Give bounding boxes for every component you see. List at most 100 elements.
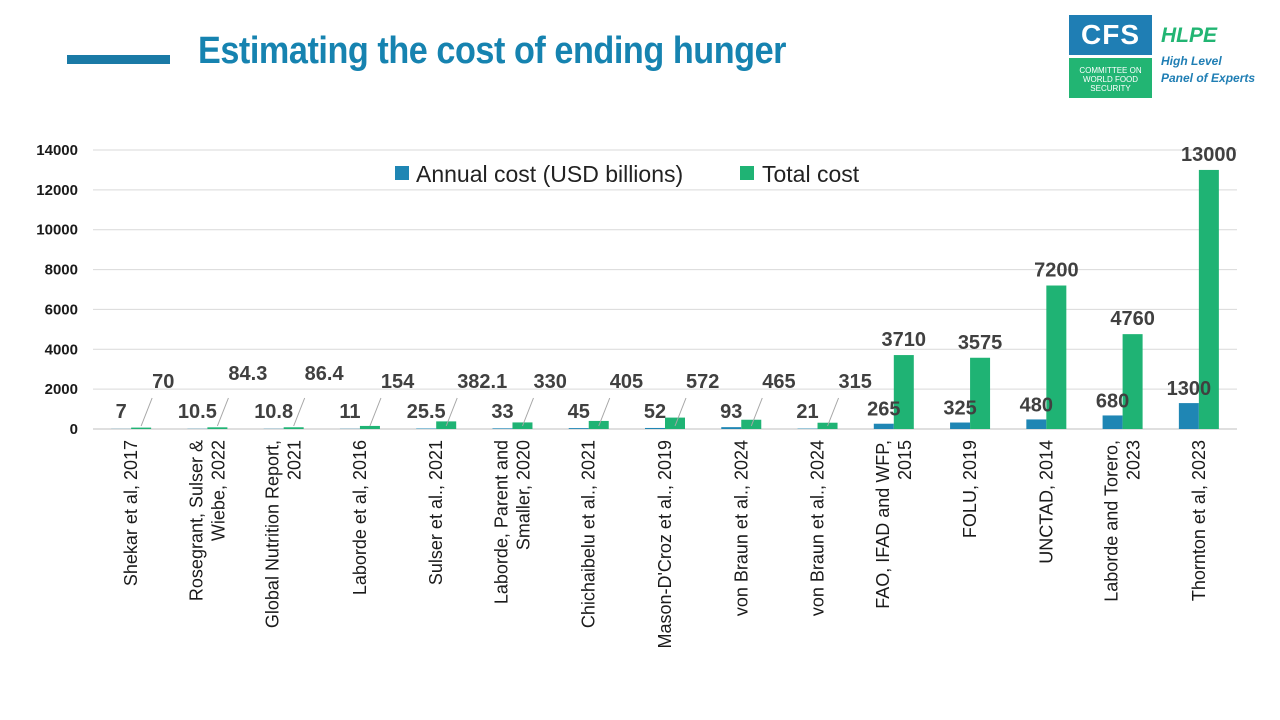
total-cost-data-label: 13000 [1181, 144, 1237, 166]
total-cost-bar [741, 419, 762, 429]
x-category-label-line: Laborde, Parent and [491, 440, 511, 604]
annual-cost-data-label: 25.5 [407, 401, 446, 423]
total-cost-data-label: 465 [762, 371, 795, 393]
total-cost-data-label: 572 [686, 371, 719, 393]
total-cost-data-label: 86.4 [305, 363, 345, 385]
total-cost-data-label: 330 [533, 371, 566, 393]
page-title: Estimating the cost of ending hunger [198, 30, 787, 72]
hlpe-logo-line-2: Panel of Experts [1161, 71, 1256, 85]
annual-cost-bar [416, 428, 437, 429]
data-label-leader-line [445, 397, 458, 427]
x-category-label: Laborde and Torero, 2023 [1102, 440, 1144, 602]
legend-total-swatch [740, 166, 754, 180]
annual-cost-data-label: 265 [867, 399, 900, 421]
x-category-label-line: Global Nutrition Report, [263, 440, 283, 628]
cfs-logo-subtitle: COMMITTEE ON WORLD FOOD SECURITY [1069, 58, 1152, 98]
annual-cost-bar [873, 423, 894, 429]
total-cost-bar [893, 355, 914, 429]
hlpe-logo-line-1: High Level [1161, 54, 1222, 68]
cfs-hlpe-logo: CFS COMMITTEE ON WORLD FOOD SECURITY HLP… [1069, 15, 1274, 99]
y-tick-label: 2000 [45, 381, 78, 398]
total-cost-data-label: 154 [381, 371, 415, 393]
data-label-leader-line [674, 397, 687, 427]
annual-cost-data-label: 11 [339, 401, 360, 423]
annual-cost-bar [1102, 415, 1123, 429]
x-category-label: FAO, IFAD and WFP, 2015 [873, 440, 915, 609]
x-category-label: FOLU, 2019 [960, 440, 980, 538]
data-label-leader-line [827, 397, 839, 427]
legend-annual-label: Annual cost (USD billions) [416, 161, 683, 187]
annual-cost-data-label: 52 [644, 401, 666, 423]
hlpe-logo-text: HLPE [1161, 24, 1218, 47]
total-cost-bar [1198, 169, 1219, 429]
data-label-leader-line [522, 397, 534, 427]
x-category-label: Mason-D'Croz et al., 2019 [655, 440, 675, 649]
data-label-leader-line [598, 397, 611, 427]
x-category-label: Laborde, Parent and Smaller, 2020 [491, 440, 533, 604]
annual-cost-data-label: 45 [568, 401, 590, 423]
total-cost-bar [665, 417, 685, 429]
annual-cost-data-label: 93 [720, 401, 742, 423]
x-category-label-line: von Braun et al., 2024 [731, 440, 751, 616]
total-cost-data-label: 315 [839, 371, 872, 393]
total-cost-data-label: 405 [610, 371, 643, 393]
total-cost-data-label: 3575 [958, 332, 1003, 354]
annual-cost-bar [492, 428, 513, 429]
x-category-label-line: 2023 [1124, 440, 1144, 480]
legend-total-label: Total cost [762, 161, 860, 187]
annual-cost-data-label: 1300 [1167, 378, 1212, 400]
data-label-leader-line [369, 397, 382, 427]
total-cost-data-label: 382.1 [457, 371, 507, 393]
x-category-label: Thornton et al, 2023 [1189, 440, 1209, 601]
x-category-label-line: Shekar et al, 2017 [121, 440, 141, 586]
total-cost-data-label: 3710 [882, 329, 927, 351]
data-label-leader-line [750, 397, 763, 427]
y-tick-label: 8000 [45, 262, 78, 279]
x-category-label-line: Wiebe, 2022 [208, 440, 228, 541]
total-cost-bar [207, 427, 228, 429]
total-cost-data-label: 4760 [1110, 308, 1155, 330]
x-category-label-line: Thornton et al, 2023 [1189, 440, 1209, 601]
x-category-label-line: Mason-D'Croz et al., 2019 [655, 440, 675, 649]
x-category-label: Global Nutrition Report, 2021 [263, 440, 305, 628]
y-tick-label: 6000 [45, 301, 78, 318]
annual-cost-bar [721, 427, 742, 429]
x-category-label-line: 2015 [895, 440, 915, 480]
x-category-label-line: UNCTAD, 2014 [1036, 440, 1056, 564]
annual-cost-data-label: 21 [796, 401, 818, 423]
annual-cost-data-label: 10.8 [254, 401, 293, 423]
x-category-label-line: Smaller, 2020 [513, 440, 533, 550]
x-category-label: UNCTAD, 2014 [1036, 440, 1056, 564]
x-category-label-line: FAO, IFAD and WFP, [873, 440, 893, 609]
cfs-logo-line-2: WORLD FOOD [1082, 74, 1139, 84]
legend-annual-swatch [395, 166, 409, 180]
x-category-label: Laborde et al, 2016 [350, 440, 370, 595]
annual-cost-data-label: 33 [491, 401, 513, 423]
data-label-leader-line [140, 397, 153, 427]
total-cost-data-label: 70 [152, 371, 174, 393]
y-tick-label: 14000 [36, 142, 78, 159]
total-cost-data-label: 84.3 [228, 363, 267, 385]
annual-cost-data-label: 7 [116, 401, 127, 423]
cfs-logo-text: CFS [1069, 15, 1152, 55]
annual-cost-bar [1026, 419, 1047, 429]
x-category-label-line: Sulser et al., 2021 [426, 440, 446, 585]
total-cost-bar [359, 425, 380, 429]
total-cost-bar [1122, 334, 1143, 429]
total-cost-bar [970, 357, 991, 429]
total-cost-data-label: 7200 [1034, 260, 1079, 282]
y-tick-label: 10000 [36, 222, 78, 239]
annual-cost-bar [645, 427, 665, 429]
x-category-label: von Braun et al., 2024 [808, 440, 828, 616]
total-cost-bar [1046, 285, 1067, 429]
x-category-label-line: Laborde et al, 2016 [350, 440, 370, 595]
x-category-label: Shekar et al, 2017 [121, 440, 141, 586]
total-cost-bar [283, 427, 304, 429]
y-tick-label: 0 [70, 421, 78, 438]
annual-cost-data-label: 325 [943, 398, 976, 420]
x-category-label-line: FOLU, 2019 [960, 440, 980, 538]
annual-cost-bar [1178, 403, 1199, 429]
x-category-label-line: von Braun et al., 2024 [808, 440, 828, 616]
annual-cost-data-label: 680 [1096, 390, 1129, 412]
